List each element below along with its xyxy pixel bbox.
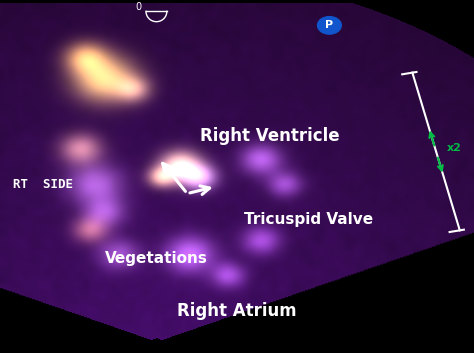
Text: Tricuspid Valve: Tricuspid Valve — [244, 213, 373, 227]
Text: Right Atrium: Right Atrium — [177, 302, 297, 320]
Circle shape — [318, 17, 341, 34]
Text: Right Ventricle: Right Ventricle — [201, 127, 340, 145]
Text: x2: x2 — [447, 143, 462, 154]
Text: P: P — [325, 20, 334, 30]
Text: 0: 0 — [135, 1, 141, 12]
Text: RT  SIDE: RT SIDE — [13, 178, 73, 191]
Text: Vegetations: Vegetations — [105, 251, 208, 266]
